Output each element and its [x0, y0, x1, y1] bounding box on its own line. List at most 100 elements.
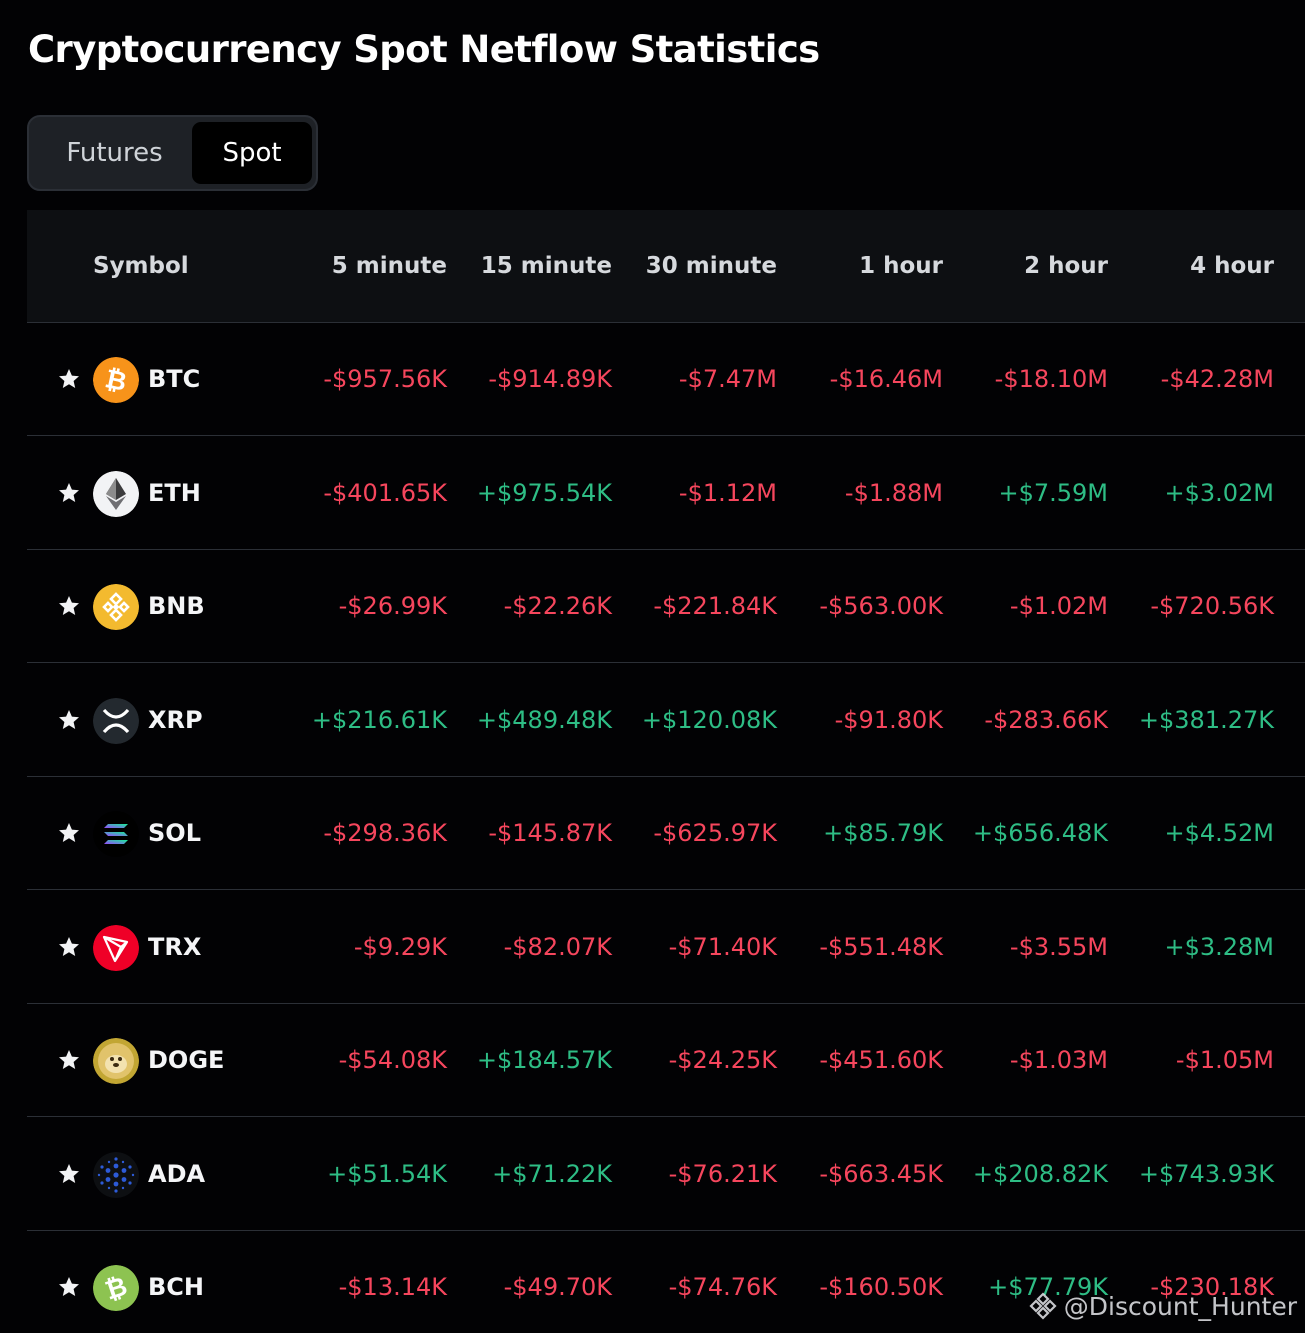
favorite-star-icon[interactable]	[57, 1048, 81, 1072]
netflow-cell: -$74.76K	[668, 1273, 777, 1301]
favorite-star-icon[interactable]	[57, 481, 81, 505]
netflow-cell: -$9.29K	[353, 932, 447, 961]
favorite-star-icon[interactable]	[57, 821, 81, 845]
netflow-cell: -$720.56K	[1150, 592, 1274, 620]
table-row[interactable]: ADA +$51.54K +$71.22K -$76.21K -$663.45K +$20…	[27, 1118, 1305, 1231]
symbol-label[interactable]: BTC	[148, 365, 201, 393]
netflow-cell: -$551.48K	[819, 932, 943, 961]
netflow-cell: -$26.99K	[338, 592, 447, 620]
netflow-cell: -$54.08K	[338, 1046, 447, 1074]
netflow-cell: -$13.14K	[338, 1273, 447, 1301]
netflow-cell: -$7.47M	[678, 365, 777, 393]
netflow-cell: -$82.07K	[503, 932, 612, 961]
favorite-star-icon[interactable]	[57, 1162, 81, 1186]
netflow-cell: -$230.18K	[1150, 1273, 1274, 1301]
symbol-label[interactable]: BCH	[148, 1273, 204, 1301]
netflow-cell: -$22.26K	[503, 592, 612, 620]
netflow-cell: +$656.48K	[972, 819, 1108, 847]
netflow-cell: -$24.25K	[668, 1046, 777, 1074]
netflow-cell: -$663.45K	[819, 1159, 943, 1188]
netflow-cell: +$71.22K	[492, 1159, 612, 1188]
favorite-star-icon[interactable]	[57, 935, 81, 959]
symbol-label[interactable]: DOGE	[148, 1046, 225, 1074]
column-header-4-hour[interactable]: 4 hour	[1190, 253, 1274, 279]
netflow-cell: +$381.27K	[1138, 705, 1274, 734]
netflow-cell: -$957.56K	[323, 365, 447, 393]
symbol-label[interactable]: SOL	[148, 819, 201, 847]
symbol-label[interactable]: ETH	[148, 478, 201, 507]
table-row[interactable]: DOGE -$54.08K +$184.57K -$24.25K -$451.60K -$…	[27, 1004, 1305, 1117]
netflow-cell: -$298.36K	[323, 819, 447, 847]
netflow-cell: -$49.70K	[503, 1273, 612, 1301]
netflow-cell: +$3.28M	[1164, 932, 1274, 961]
netflow-cell: -$1.88M	[844, 478, 943, 507]
netflow-cell: -$221.84K	[653, 592, 777, 620]
market-type-toggle: Futures Spot	[27, 115, 318, 191]
netflow-cell: -$76.21K	[668, 1159, 777, 1188]
netflow-cell: +$743.93K	[1138, 1159, 1274, 1188]
table-header: Symbol 5 minute 15 minute 30 minute 1 ho…	[27, 210, 1305, 323]
netflow-cell: -$16.46M	[829, 365, 943, 393]
tab-futures[interactable]: Futures	[66, 138, 163, 168]
tab-spot[interactable]: Spot	[192, 122, 312, 184]
table-row[interactable]: ₿ BCH -$13.14K -$49.70K -$74.76K -$160.50K +$7…	[27, 1231, 1305, 1333]
xrp-icon	[93, 697, 139, 744]
column-header-2-hour[interactable]: 2 hour	[1024, 253, 1108, 279]
bch-icon: ₿	[93, 1265, 139, 1311]
table-row[interactable]: TRX -$9.29K -$82.07K -$71.40K -$551.48K -$3.5…	[27, 891, 1305, 1004]
column-header-5-minute[interactable]: 5 minute	[331, 253, 447, 279]
netflow-cell: -$145.87K	[488, 819, 612, 847]
netflow-cell: -$1.02M	[1009, 592, 1108, 620]
netflow-cell: -$18.10M	[994, 365, 1108, 393]
bnb-icon	[93, 584, 139, 630]
netflow-cell: -$3.55M	[1009, 932, 1108, 961]
netflow-cell: +$3.02M	[1164, 478, 1274, 507]
netflow-cell: -$71.40K	[668, 932, 777, 961]
ada-icon	[93, 1151, 139, 1198]
sol-icon	[93, 811, 139, 857]
netflow-cell: +$51.54K	[327, 1159, 447, 1188]
watermark: @Discount_Hunter	[1028, 1289, 1297, 1323]
symbol-label[interactable]: BNB	[148, 592, 205, 620]
favorite-star-icon[interactable]	[57, 367, 81, 391]
favorite-star-icon[interactable]	[57, 1275, 81, 1299]
netflow-cell: -$625.97K	[653, 819, 777, 847]
trx-icon	[93, 924, 139, 971]
column-header-30-minute[interactable]: 30 minute	[645, 253, 777, 279]
table-row[interactable]: XRP +$216.61K +$489.48K +$120.08K -$91.80K -$…	[27, 664, 1305, 777]
netflow-table: Symbol 5 minute 15 minute 30 minute 1 ho…	[27, 210, 1305, 1333]
netflow-cell: -$91.80K	[834, 705, 943, 734]
netflow-cell: -$42.28M	[1160, 365, 1274, 393]
netflow-cell: +$7.59M	[998, 478, 1108, 507]
netflow-cell: +$120.08K	[641, 705, 777, 734]
symbol-label[interactable]: XRP	[148, 705, 203, 734]
netflow-cell: -$1.05M	[1175, 1046, 1274, 1074]
netflow-cell: -$401.65K	[323, 478, 447, 507]
doge-icon	[93, 1038, 139, 1084]
netflow-cell: -$1.12M	[678, 478, 777, 507]
netflow-cell: +$4.52M	[1164, 819, 1274, 847]
netflow-cell: -$1.03M	[1009, 1046, 1108, 1074]
netflow-cell: +$77.79K	[988, 1273, 1108, 1301]
btc-icon: ₿	[93, 357, 139, 403]
netflow-cell: -$283.66K	[984, 705, 1108, 734]
binance-logo-icon	[1029, 1292, 1057, 1320]
table-row[interactable]: SOL -$298.36K -$145.87K -$625.97K +$85.79K +$…	[27, 777, 1305, 890]
netflow-cell: -$914.89K	[488, 365, 612, 393]
netflow-cell: +$208.82K	[972, 1159, 1108, 1188]
table-row[interactable]: ETH -$401.65K +$975.54K -$1.12M -$1.88M +$7.5…	[27, 437, 1305, 550]
netflow-cell: -$160.50K	[819, 1273, 943, 1301]
netflow-cell: +$216.61K	[311, 705, 447, 734]
column-header-symbol[interactable]: Symbol	[93, 253, 189, 279]
column-header-15-minute[interactable]: 15 minute	[480, 253, 612, 279]
table-row[interactable]: ₿ BTC -$957.56K -$914.89K -$7.47M -$16.46M -$1…	[27, 323, 1305, 436]
page-title: Cryptocurrency Spot Netflow Statistics	[28, 28, 820, 71]
symbol-label[interactable]: TRX	[148, 932, 202, 961]
netflow-cell: +$85.79K	[823, 819, 943, 847]
symbol-label[interactable]: ADA	[148, 1159, 206, 1188]
favorite-star-icon[interactable]	[57, 594, 81, 618]
watermark-text: @Discount_Hunter	[1063, 1291, 1297, 1321]
favorite-star-icon[interactable]	[57, 708, 81, 732]
column-header-1-hour[interactable]: 1 hour	[859, 253, 943, 279]
table-row[interactable]: BNB -$26.99K -$22.26K -$221.84K -$563.00K -$1…	[27, 550, 1305, 663]
